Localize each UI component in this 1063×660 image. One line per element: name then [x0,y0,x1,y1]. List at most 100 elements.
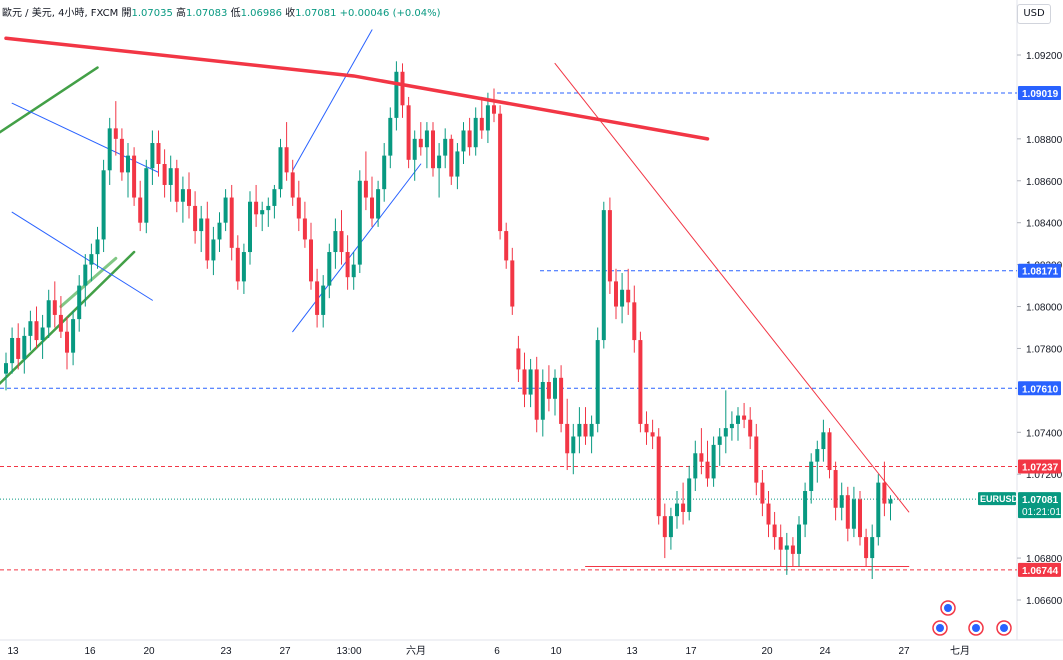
candle-body [241,252,246,282]
candle-body [858,499,862,538]
green-trendline-upper [0,66,99,134]
y-tick-label: 1.06800 [1026,554,1063,565]
candle-body [174,168,179,202]
candle-body [778,537,783,550]
candle-body [632,302,637,341]
candle-body [424,130,429,148]
candle-body [278,147,283,190]
legend-open: 1.07035 [131,8,173,19]
candle-body [827,432,832,471]
price-level-tag [1018,459,1061,474]
candle-body [723,428,728,437]
candle-body [821,432,826,450]
candle-body [687,478,692,512]
event-flag-icon [936,624,944,632]
candle-body [809,461,814,491]
candle-body [534,369,539,420]
x-tick-label: 24 [819,646,831,657]
candle-body [876,482,881,538]
candle-body [711,444,716,479]
y-tick-label: 1.07200 [1026,470,1063,481]
x-tick-label: 16 [84,646,96,657]
candle-body [71,319,76,353]
candle-body [845,495,850,529]
candle-body [327,252,332,286]
candle-body [321,285,326,315]
y-tick-label: 1.08400 [1026,219,1063,230]
candle-body [382,155,387,190]
candle-body [467,130,472,148]
price-level-label: 1.06744 [1022,566,1059,577]
x-tick-label: 七月 [950,645,970,657]
candle-body [516,348,521,370]
candle-body [113,128,118,139]
candle-body [168,168,173,185]
candle-body [388,117,393,156]
countdown-label: 01:21:01 [1022,507,1061,518]
descending-trendline-thin [554,62,910,513]
candle-body [888,499,893,504]
y-tick-label: 1.08600 [1026,177,1063,188]
candle-body [461,130,466,152]
candle-body [656,436,661,517]
candle-body [833,470,838,508]
y-tick-label: 1.07400 [1026,428,1063,439]
candle-body [363,180,368,198]
candle-body [528,369,533,395]
candle-body [772,524,777,538]
y-tick-label: 1.07800 [1026,344,1063,355]
candle-body [766,503,771,525]
candle-body [492,105,496,114]
event-flag-icon [1000,624,1008,632]
candle-body [760,482,765,504]
candle-body [95,239,100,255]
event-flag-icon [972,624,980,632]
candle-body [315,281,320,315]
candle-body [736,415,740,424]
candle-body [150,143,155,169]
price-level-tag [1018,381,1061,396]
candle-body [235,247,240,282]
candle-body [223,197,228,223]
candle-body [693,453,698,479]
x-tick-label: 13 [7,646,19,657]
candle-body [601,210,606,341]
candle-body [614,281,618,307]
candle-body [644,423,649,433]
y-tick-label: 1.06600 [1026,596,1063,607]
x-tick-label: 13 [626,646,638,657]
candle-body [620,289,625,307]
candle-body [851,499,856,529]
legend-symbol: 歐元 / 美元, 4小時, FXCM [2,8,119,19]
candle-body [107,128,112,171]
candle-body [498,113,503,232]
candle-body [754,436,759,483]
candle-body [729,423,734,429]
candle-body [595,340,600,424]
candle-body [119,138,124,173]
legend-low-label: 低 [230,8,241,19]
symbol-tag [978,492,1016,506]
candle-body [46,300,51,328]
green-trendline-short [59,256,118,309]
candle-body [400,71,405,106]
legend-high: 1.07083 [186,8,228,19]
candle-body [790,545,795,554]
candle-body [34,321,39,341]
candle-body [345,252,350,278]
candle-body [10,337,15,364]
candle-body [583,423,588,437]
x-tick-label: 17 [685,646,697,657]
candle-body [290,172,295,198]
price-level-label: 1.08171 [1022,267,1059,278]
candle-body [668,516,673,538]
candle-body [815,449,820,462]
candle-body [565,423,570,454]
candle-body [370,197,374,219]
currency-button[interactable]: USD [1017,4,1051,24]
rising-channel-lower [292,163,422,333]
candle-body [473,117,478,148]
candle-body [357,180,362,265]
candle-body [504,231,509,261]
